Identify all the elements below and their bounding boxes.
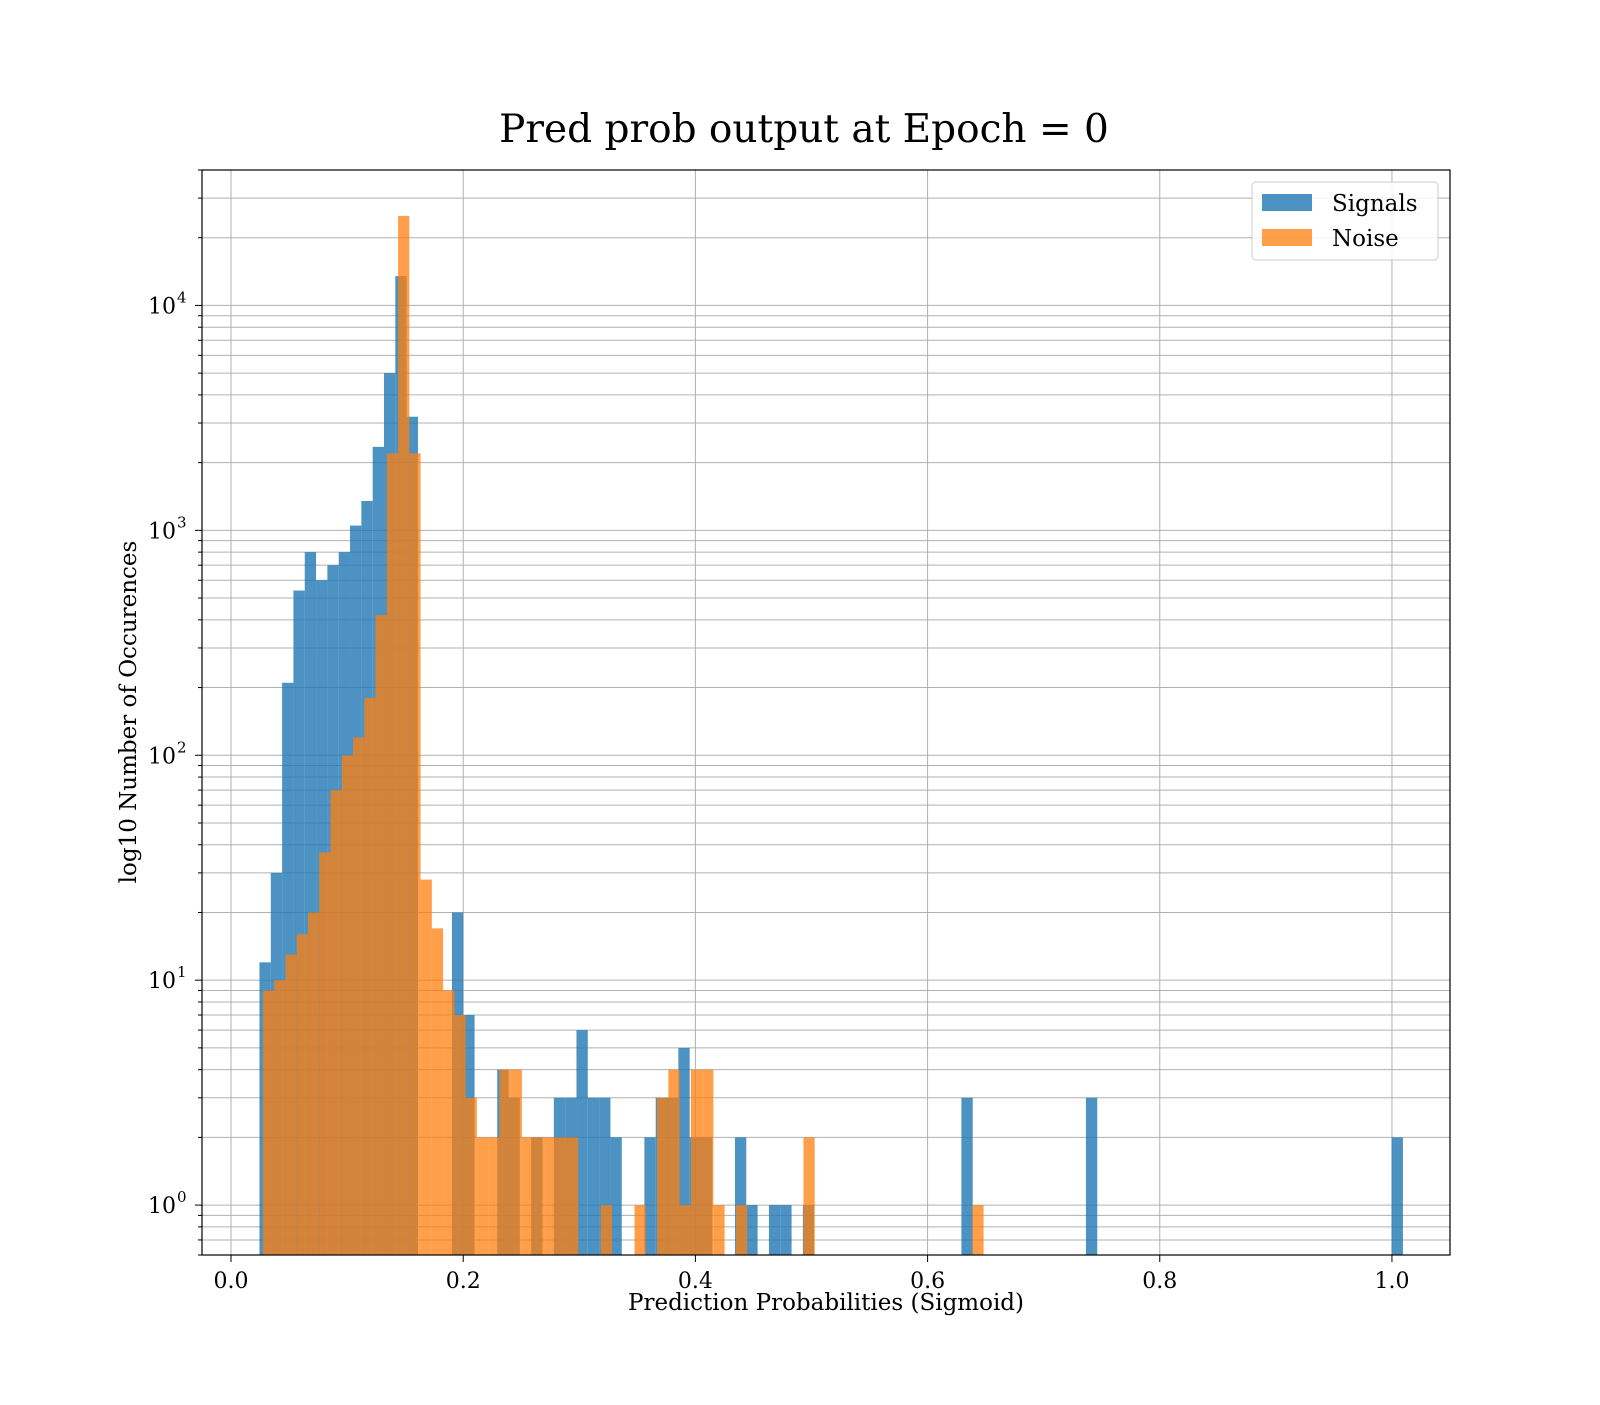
histogram-bar [319, 852, 331, 1255]
histogram-bar [599, 1097, 611, 1255]
histogram-bar [713, 1205, 725, 1255]
y-tick-label-exponent: 1 [177, 963, 187, 981]
histogram-bar [330, 790, 342, 1255]
y-tick-label-exponent: 3 [177, 513, 187, 531]
histogram-bar [386, 453, 399, 1255]
histogram-bar [600, 1205, 613, 1255]
y-tick-label: 10 [148, 519, 176, 544]
histogram-bar [803, 1137, 815, 1255]
histogram-bar [476, 1137, 489, 1255]
legend-swatch-noise [1262, 229, 1312, 246]
y-tick-label-exponent: 0 [177, 1188, 187, 1206]
histogram-bar [353, 737, 365, 1255]
histogram-bar [262, 990, 275, 1255]
histogram-bar [1391, 1137, 1403, 1255]
histogram-bar [293, 590, 305, 1255]
x-tick-label: 0.8 [1142, 1269, 1177, 1294]
histogram-bar [587, 1097, 600, 1255]
legend-label-noise: Noise [1332, 226, 1399, 252]
histogram-bar [420, 879, 432, 1255]
y-tick-label-exponent: 4 [177, 288, 187, 306]
histogram-bar [375, 615, 387, 1255]
histogram-bar [566, 1137, 579, 1255]
histogram-bar [499, 1069, 511, 1255]
histogram-bars [259, 215, 1403, 1256]
histogram-bar [544, 1137, 556, 1255]
histogram-bar [610, 1137, 622, 1255]
x-tick-label: 0.6 [910, 1269, 945, 1294]
histogram-bar [555, 1137, 567, 1255]
histogram-bar [576, 1030, 588, 1255]
histogram-bar [679, 1205, 691, 1255]
histogram-bar [690, 1069, 703, 1255]
y-tick-label: 10 [148, 969, 176, 994]
histogram-bar [768, 1205, 781, 1255]
histogram-bar [657, 1097, 669, 1255]
histogram-bar [454, 1015, 466, 1255]
series-noise-bars [262, 215, 984, 1256]
histogram-bar [443, 990, 455, 1255]
histogram-bar [780, 1205, 792, 1255]
chart-title: Pred prob output at Epoch = 0 [499, 107, 1109, 152]
y-tick-label: 10 [148, 294, 176, 319]
histogram-bar [678, 1047, 690, 1255]
histogram-bar [972, 1205, 984, 1255]
histogram-bar [746, 1205, 758, 1255]
histogram-bar [304, 552, 317, 1255]
y-tick-label: 10 [148, 744, 176, 769]
y-tick-label: 10 [148, 1194, 176, 1219]
histogram-bar [465, 1097, 477, 1255]
x-tick-label: 0.4 [678, 1269, 713, 1294]
histogram-bar [488, 1137, 500, 1255]
histogram-bar [735, 1205, 748, 1255]
histogram-bar [521, 1137, 534, 1255]
histogram-bar [285, 954, 297, 1255]
histogram-bar [341, 755, 354, 1255]
histogram-bar [1085, 1097, 1098, 1255]
histogram-bar [274, 980, 286, 1255]
histogram-bar [644, 1137, 656, 1255]
histogram-bar [734, 1137, 747, 1255]
histogram-bar [961, 1097, 973, 1255]
x-axis-label: Prediction Probabilities (Sigmoid) [628, 1290, 1024, 1316]
histogram-bar [307, 912, 320, 1255]
histogram-bar [668, 1069, 680, 1255]
y-axis-label: log10 Number of Occurences [116, 541, 142, 884]
x-tick-label: 1.0 [1374, 1269, 1409, 1294]
histogram-bar [364, 697, 376, 1255]
histogram-bar [409, 453, 421, 1255]
y-tick-label-exponent: 2 [177, 738, 187, 756]
x-tick-label: 0.0 [214, 1269, 249, 1294]
histogram-bar [398, 215, 410, 1256]
plot-frame [201, 169, 1451, 1256]
histogram-bar [431, 928, 444, 1255]
x-tick-label: 0.2 [446, 1269, 481, 1294]
histogram-bar [702, 1069, 714, 1255]
histogram-bar [296, 934, 308, 1255]
histogram-bar [634, 1205, 646, 1255]
legend: Signals Noise [1251, 181, 1439, 261]
legend-label-signals: Signals [1332, 191, 1418, 217]
histogram-bar [533, 1137, 545, 1255]
legend-swatch-signals [1262, 194, 1312, 211]
histogram-bar [510, 1069, 522, 1255]
